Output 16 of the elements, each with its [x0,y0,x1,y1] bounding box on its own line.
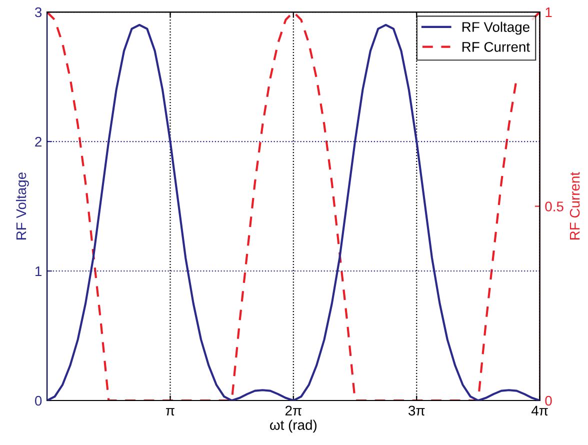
x-tick-label: π [166,408,174,416]
y2-tick-label: 1 [546,7,552,18]
x-tick-label: 3π [408,406,425,416]
y-tick-label: 1 [36,266,42,276]
legend-label: RF Current [462,42,530,52]
y-tick-label: 3 [34,7,42,18]
y2-axis-title: RF Current [570,172,580,240]
legend-label: RF Voltage [462,22,530,35]
y2-tick-label: 0.5 [545,202,564,212]
x-tick-label: 4π [531,406,548,416]
y-tick-label: 0 [35,396,42,406]
x-tick-label: 2π [285,406,302,416]
y2-tick-label: 0 [545,396,552,406]
y-axis-title: RF Voltage [16,172,29,240]
y-tick-label: 2 [35,136,42,147]
x-axis-title: ωt (rad) [270,420,316,433]
